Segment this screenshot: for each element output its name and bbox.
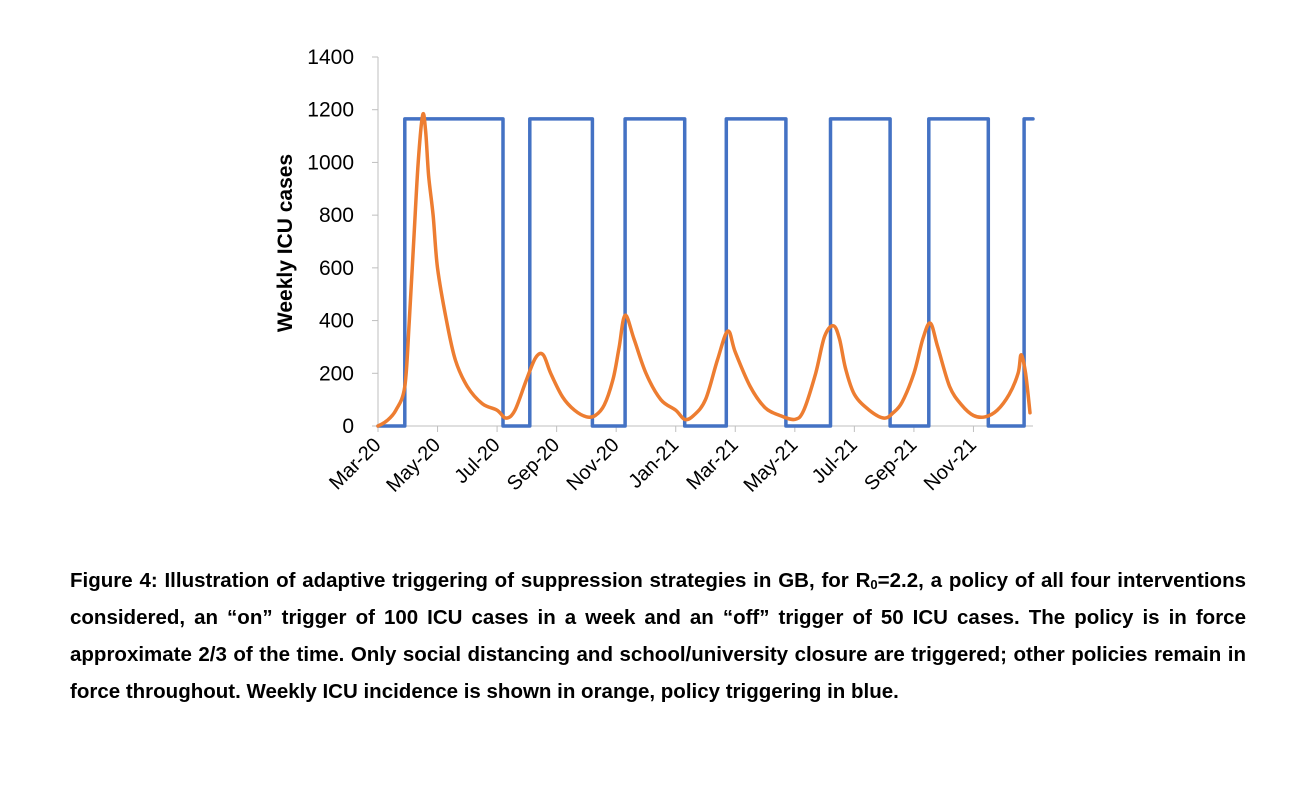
x-tick-label: Mar-21 — [682, 434, 742, 494]
caption-subscript: 0 — [870, 577, 878, 592]
icu-cases-series-line — [376, 111, 1032, 428]
y-tick-label: 0 — [342, 415, 354, 438]
y-tick-label: 1200 — [307, 99, 354, 122]
x-tick-label: Jan-21 — [624, 434, 683, 493]
x-tick-label: Nov-20 — [563, 434, 624, 495]
x-tick-label: Sep-20 — [503, 434, 564, 495]
x-tick-label: May-21 — [740, 434, 803, 497]
policy-trigger-series-line — [376, 117, 1035, 428]
y-tick-label: 1000 — [307, 151, 354, 174]
x-tick-label: Sep-21 — [860, 434, 921, 495]
y-tick-label: 600 — [319, 257, 354, 280]
x-tick-label: May-20 — [382, 434, 445, 497]
chart-series — [376, 111, 1035, 428]
x-tick-label: Jul-21 — [808, 434, 862, 488]
caption-text-end: =2.2, a policy of all four interventions… — [70, 569, 1246, 703]
x-tick-label: Mar-20 — [325, 434, 385, 494]
y-tick-label: 1400 — [307, 46, 354, 69]
y-tick-label: 400 — [319, 310, 354, 333]
figure-caption: Figure 4: Illustration of adaptive trigg… — [70, 562, 1246, 710]
x-tick-label: Jul-20 — [451, 434, 505, 488]
x-tick-label: Nov-21 — [920, 434, 981, 495]
y-axis-label: Weekly ICU cases — [274, 154, 297, 332]
y-tick-label: 200 — [319, 362, 354, 385]
caption-text-start: Figure 4: Illustration of adaptive trigg… — [70, 569, 871, 592]
y-tick-label: 800 — [319, 204, 354, 227]
